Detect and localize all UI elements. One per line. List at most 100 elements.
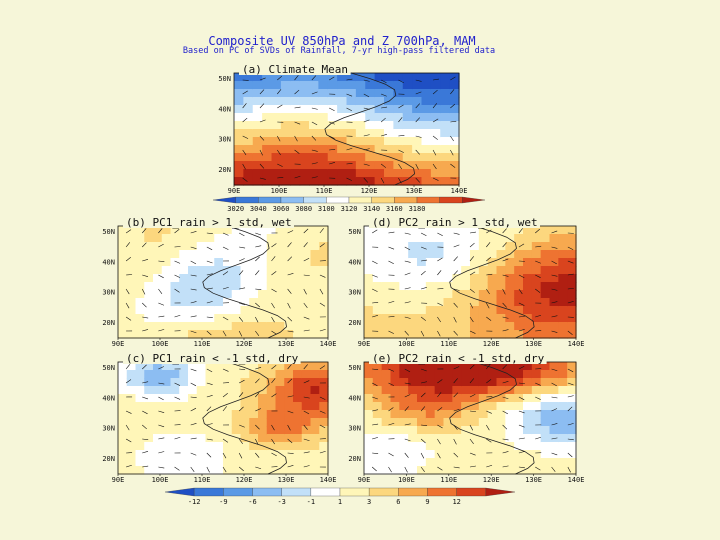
heatmap-cell xyxy=(179,394,189,403)
heatmap-cell xyxy=(161,250,172,259)
heatmap-cell xyxy=(262,129,273,138)
wind-arrow xyxy=(329,107,335,111)
x-tick-label: 110E xyxy=(440,476,457,484)
heatmap-cell xyxy=(262,145,273,154)
heatmap-cell xyxy=(126,226,137,235)
heatmap-cell xyxy=(496,378,506,387)
heatmap-cell xyxy=(205,418,215,427)
wind-arrow xyxy=(380,117,386,123)
wind-arrow xyxy=(398,163,402,170)
heatmap-cell xyxy=(243,105,254,114)
heatmap-cell xyxy=(284,322,294,331)
heatmap-cell xyxy=(161,378,172,387)
heatmap-cell xyxy=(266,378,277,387)
x-tick-label: 130E xyxy=(278,340,295,348)
heatmap-cell xyxy=(452,378,462,387)
wind-arrow xyxy=(551,301,558,304)
heatmap-cell xyxy=(440,153,451,162)
heatmap-cell xyxy=(514,426,524,435)
wind-arrow xyxy=(502,302,507,308)
heatmap-cell xyxy=(487,434,498,443)
heatmap-cell xyxy=(280,177,291,186)
heatmap-cell xyxy=(452,282,462,291)
heatmap-cell xyxy=(275,362,285,371)
heatmap-cell xyxy=(126,290,137,299)
x-tick-label: 100E xyxy=(152,476,169,484)
heatmap-cell xyxy=(567,274,577,283)
heatmap-cell xyxy=(372,466,383,475)
heatmap-cell xyxy=(399,274,409,283)
heatmap-cell xyxy=(421,73,432,82)
heatmap-cell xyxy=(196,306,207,315)
heatmap-cell xyxy=(421,145,432,154)
heatmap-cell xyxy=(252,145,263,154)
heatmap-cell xyxy=(266,410,277,419)
heatmap-cell xyxy=(434,370,445,379)
wind-arrow xyxy=(255,256,260,262)
wind-arrow xyxy=(206,406,212,412)
heatmap-cell xyxy=(240,266,250,275)
wind-arrow xyxy=(158,396,164,401)
wind-arrow xyxy=(404,406,409,412)
heatmap-cell xyxy=(417,458,427,467)
wind-arrow xyxy=(535,396,541,400)
wind-arrow xyxy=(174,436,181,440)
heatmap-cell xyxy=(240,298,250,307)
wind-arrow xyxy=(518,328,525,332)
heatmap-cell xyxy=(310,290,320,299)
wind-arrow xyxy=(551,452,558,456)
heatmap-cell xyxy=(390,386,400,395)
heatmap-cell xyxy=(452,306,462,315)
heatmap-cell xyxy=(258,290,268,299)
heatmap-cell xyxy=(425,314,436,323)
heatmap-cell xyxy=(179,314,189,323)
heatmap-cell xyxy=(284,362,294,371)
heatmap-cell xyxy=(514,450,524,459)
heatmap-cell xyxy=(390,394,400,403)
heatmap-cell xyxy=(249,442,259,451)
heatmap-cell xyxy=(461,266,471,275)
wind-arrow xyxy=(174,229,180,234)
heatmap-cell xyxy=(421,113,432,122)
heatmap-cell xyxy=(319,322,329,331)
heatmap-cell xyxy=(271,169,282,178)
heatmap-cell xyxy=(390,418,400,427)
heatmap-cell xyxy=(293,410,303,419)
wind-arrow xyxy=(420,392,426,398)
heatmap-cell xyxy=(266,226,277,235)
heatmap-cell xyxy=(478,466,489,475)
heatmap-cell xyxy=(549,330,559,339)
wind-arrow xyxy=(190,274,197,277)
heatmap-cell xyxy=(523,290,533,299)
heatmap-cell xyxy=(275,458,285,467)
heatmap-cell xyxy=(540,410,551,419)
heatmap-cell xyxy=(452,314,462,323)
heatmap-cell xyxy=(301,282,312,291)
wind-arrow xyxy=(404,466,408,473)
wind-arrow xyxy=(486,438,492,443)
heatmap-cell xyxy=(514,370,524,379)
wind-arrow xyxy=(294,106,301,109)
heatmap-cell xyxy=(417,434,427,443)
heatmap-cell xyxy=(381,298,392,307)
heatmap-cell xyxy=(161,386,172,395)
wind-arrow xyxy=(450,149,454,156)
heatmap-cell xyxy=(425,442,436,451)
heatmap-cell xyxy=(337,105,348,114)
colorbar-label: 9 xyxy=(425,498,429,506)
heatmap-cell xyxy=(567,266,577,275)
heatmap-cell xyxy=(496,450,506,459)
wind-arrow xyxy=(239,258,245,262)
wind-arrow xyxy=(388,382,395,386)
heatmap-cell xyxy=(443,378,453,387)
heatmap-cell xyxy=(417,266,427,275)
wind-arrow xyxy=(255,316,259,323)
heatmap-cell xyxy=(393,169,404,178)
heatmap-cell xyxy=(135,434,145,443)
heatmap-cell xyxy=(205,378,215,387)
heatmap-cell xyxy=(126,234,137,243)
heatmap-cell xyxy=(440,113,451,122)
heatmap-cell xyxy=(266,402,277,411)
wind-arrow xyxy=(518,288,523,295)
heatmap-cell xyxy=(540,378,551,387)
